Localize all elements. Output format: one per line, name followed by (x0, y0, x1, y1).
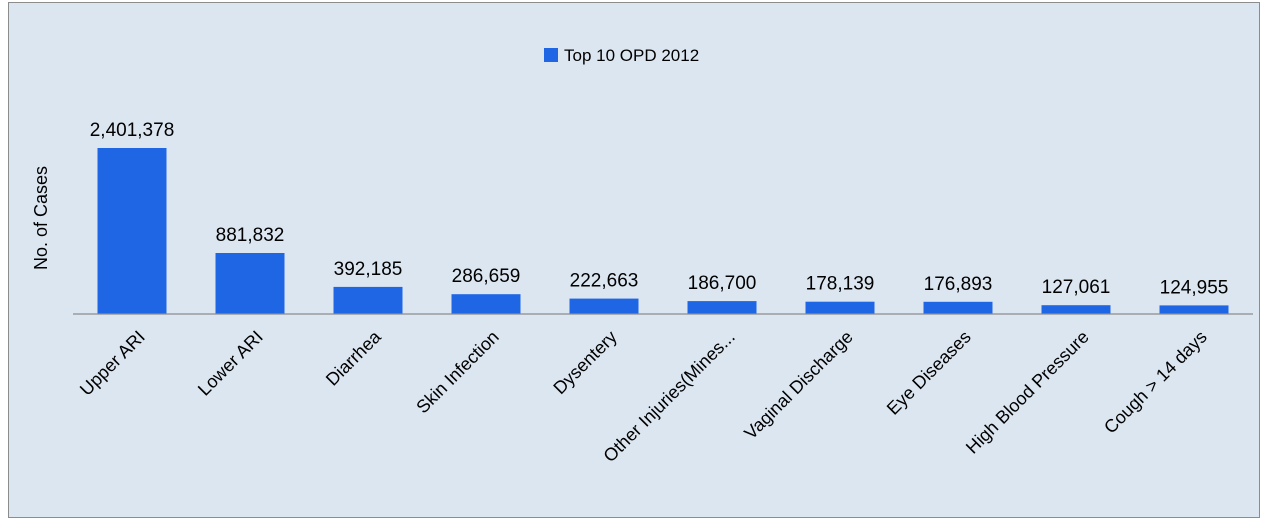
bar-3 (451, 294, 521, 314)
data-label-6: 178,139 (806, 274, 875, 295)
data-label-8: 127,061 (1042, 277, 1111, 298)
bar-chart: Top 10 OPD 2012 No. of Cases 2,401,378 88… (31, 46, 1253, 466)
data-label-5: 186,700 (688, 273, 757, 294)
bar-6 (805, 301, 875, 314)
bar-4 (569, 298, 639, 314)
data-label-7: 176,893 (924, 274, 993, 295)
data-label-4: 222,663 (570, 271, 639, 292)
data-label-3: 286,659 (452, 266, 521, 287)
x-tick-label-9: Cough > 14 days (1100, 327, 1211, 438)
bar-5 (687, 301, 757, 314)
x-tick-labels: Upper ARI Lower ARI Diarrhea Skin Infection… (76, 326, 1211, 466)
y-axis-label: No. of Cases (31, 166, 51, 270)
x-tick-label-3: Skin Infection (412, 327, 503, 418)
data-label-1: 881,832 (216, 225, 285, 246)
legend-label: Top 10 OPD 2012 (564, 46, 699, 65)
x-tick-label-6: Vaginal Discharge (740, 327, 856, 443)
x-tick-label-0: Upper ARI (76, 327, 149, 400)
legend: Top 10 OPD 2012 (544, 46, 699, 65)
x-tick-label-1: Lower ARI (194, 327, 267, 400)
data-label-2: 392,185 (334, 259, 403, 280)
chart-area: Top 10 OPD 2012 No. of Cases 2,401,378 88… (8, 2, 1260, 518)
bar-2 (333, 286, 403, 314)
bars (97, 148, 1229, 314)
bar-1 (215, 253, 285, 314)
data-labels: 2,401,378 881,832 392,185 286,659 222,663 186… (90, 120, 1229, 298)
x-tick-label-4: Dysentery (549, 327, 620, 398)
data-label-9: 124,955 (1160, 277, 1229, 298)
bar-7 (923, 301, 993, 314)
x-tick-label-7: Eye Diseases (883, 327, 975, 419)
x-tick-label-5: Other Injuries(Mines... (599, 327, 738, 466)
x-tick-label-8: High Blood Pressure (962, 327, 1093, 458)
data-label-0: 2,401,378 (90, 120, 175, 141)
x-tick-label-2: Diarrhea (322, 326, 386, 390)
bar-0 (97, 148, 167, 314)
bar-9 (1159, 305, 1229, 314)
legend-swatch (544, 48, 558, 62)
bar-8 (1041, 305, 1111, 314)
